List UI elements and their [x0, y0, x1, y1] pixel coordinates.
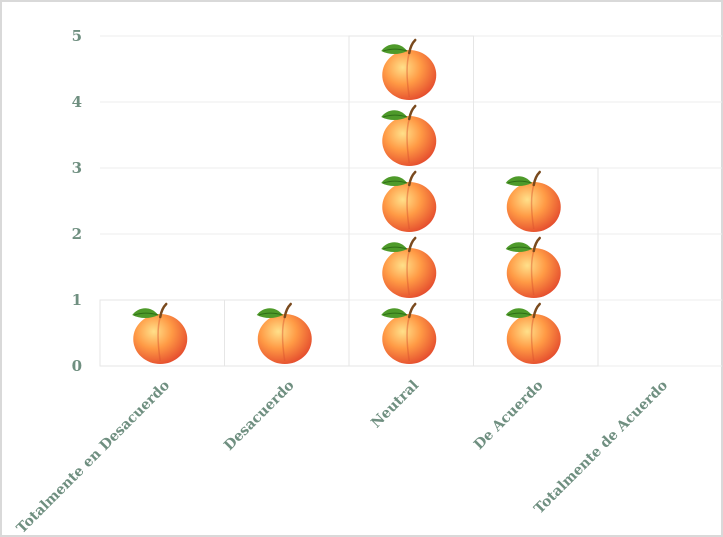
peach-icon [504, 236, 562, 299]
x-category-label: Neutral [368, 378, 422, 432]
bar [473, 167, 599, 367]
y-tick-label: 4 [72, 93, 82, 111]
peach-icon [380, 170, 438, 233]
y-tick-label: 3 [72, 159, 82, 177]
x-category-label: De Acuerdo [471, 378, 547, 454]
peach-icon [504, 302, 562, 365]
y-axis: 0 1 2 3 4 5 [72, 27, 82, 375]
y-tick-label: 5 [72, 27, 82, 45]
peach-icon [380, 302, 438, 365]
y-tick-label: 0 [72, 357, 82, 375]
peach-icons [131, 38, 562, 365]
y-tick-label: 2 [72, 225, 82, 243]
peach-icon [380, 38, 438, 101]
peach-icon [380, 104, 438, 167]
bar-outlines [99, 35, 599, 367]
y-tick-label: 1 [72, 291, 82, 309]
x-category-label: Desacuerdo [221, 378, 297, 454]
peach-icon [255, 302, 313, 365]
peach-icon [131, 302, 189, 365]
peach-icon [504, 170, 562, 233]
peach-icon [380, 236, 438, 299]
x-axis: Totalmente en Desacuerdo Desacuerdo Neutra… [14, 378, 671, 537]
x-category-label: Totalmente en Desacuerdo [14, 378, 173, 537]
x-category-label: Totalmente de Acuerdo [531, 378, 671, 518]
